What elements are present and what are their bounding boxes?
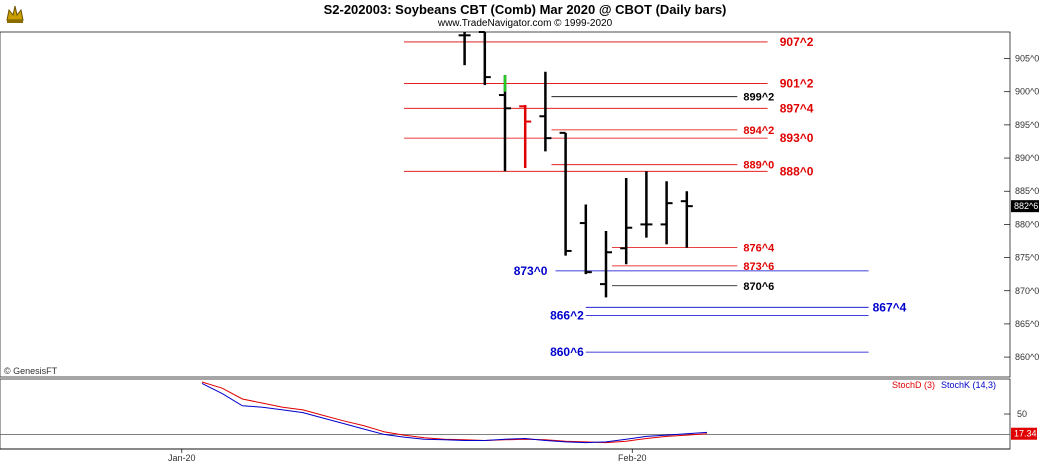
copyright-label: © GenesisFT xyxy=(4,366,58,376)
stochastic-axis: 50 17.34 xyxy=(1004,409,1037,440)
level-label: 866^2 xyxy=(550,309,584,323)
level-label: 901^2 xyxy=(780,76,814,90)
stochastic-series-line xyxy=(201,381,708,444)
level-label: 873^6 xyxy=(743,261,774,273)
price-tick-label: 865^0 xyxy=(1015,319,1039,329)
level-label: 899^2 xyxy=(743,92,774,104)
price-tick-label: 870^0 xyxy=(1015,286,1039,296)
level-label: 870^6 xyxy=(743,281,774,293)
trade-navigator-logo-icon xyxy=(6,5,24,23)
level-label: 889^0 xyxy=(743,160,774,172)
level-label: 894^2 xyxy=(743,125,774,137)
last-price-box xyxy=(1011,200,1039,213)
stochastic-value-label: 17.34 xyxy=(1014,429,1037,439)
level-label: 907^2 xyxy=(780,35,814,49)
stochastic-series-line xyxy=(201,382,708,444)
chart-header: S2-202003: Soybeans CBT (Comb) Mar 2020 … xyxy=(0,0,1050,32)
price-tick-label: 880^0 xyxy=(1015,219,1039,229)
level-label: 873^0 xyxy=(514,264,548,278)
stochastic-panel-frame xyxy=(0,378,1011,450)
level-label: 876^4 xyxy=(743,243,775,255)
level-label: 867^4 xyxy=(873,300,907,314)
time-tick-label: Jan-20 xyxy=(168,453,196,463)
chart-subtitle: www.TradeNavigator.com © 1999-2020 xyxy=(437,18,613,29)
price-tick-label: 890^0 xyxy=(1015,153,1039,163)
stochastic-panel: 50 17.34 StochD (3) StochK (14,3) xyxy=(0,378,1037,450)
price-tick-label: 885^0 xyxy=(1015,186,1039,196)
time-axis: Jan-20 Feb-20 xyxy=(0,448,1010,463)
level-label: 893^0 xyxy=(780,131,814,145)
price-tick-label: 895^0 xyxy=(1015,120,1039,130)
level-label: 897^4 xyxy=(780,101,814,115)
chart-title: S2-202003: Soybeans CBT (Comb) Mar 2020 … xyxy=(323,2,727,17)
price-tick-label: 905^0 xyxy=(1015,54,1039,64)
price-tick-label: 875^0 xyxy=(1015,253,1039,263)
last-price-label: 882^6 xyxy=(1014,201,1038,211)
price-tick-label: 900^0 xyxy=(1015,87,1039,97)
stochastic-legend: StochD (3) StochK (14,3) xyxy=(892,380,996,390)
legend-stochd: StochD (3) xyxy=(892,380,935,390)
price-panel: 907^2 901^2 899^2 897^4 894^2 893^0 889^0 888^0… xyxy=(0,31,1039,378)
stochastic-tick-label: 50 xyxy=(1017,409,1027,419)
level-label: 888^0 xyxy=(780,164,814,178)
level-label: 860^6 xyxy=(550,345,584,359)
price-axis: 905^0 900^0 895^0 890^0 885^0 880^0 875^0 870^0… xyxy=(1004,54,1039,362)
price-levels: 907^2 901^2 899^2 897^4 894^2 893^0 889^0 888^0… xyxy=(404,35,907,359)
stochastic-lines xyxy=(0,381,1010,444)
legend-stochk: StochK (14,3) xyxy=(941,380,996,390)
price-tick-label: 860^0 xyxy=(1015,352,1039,362)
stochastic-value-box xyxy=(1011,427,1037,440)
price-bars xyxy=(458,31,693,298)
time-tick-label: Feb-20 xyxy=(618,453,647,463)
